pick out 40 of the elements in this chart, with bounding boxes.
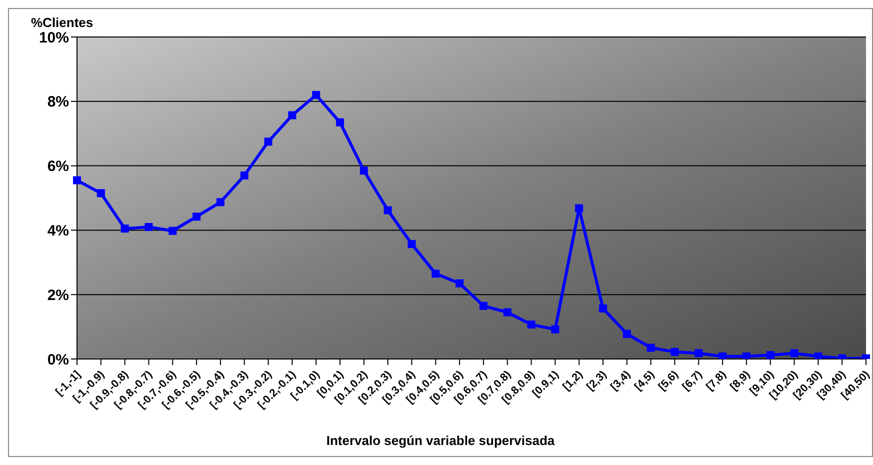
point <box>264 138 272 146</box>
point <box>240 171 248 180</box>
point <box>742 352 750 359</box>
point <box>144 222 153 231</box>
point <box>73 176 81 184</box>
point <box>192 212 201 221</box>
point <box>216 198 224 206</box>
point <box>479 302 488 310</box>
point <box>432 270 440 278</box>
point <box>168 226 177 235</box>
point <box>527 320 536 329</box>
y-tick-label: 8% <box>47 94 69 111</box>
x-axis-title: Intervalo según variable supervisada <box>325 433 556 448</box>
point <box>456 279 464 288</box>
point <box>718 352 727 359</box>
point <box>766 351 774 359</box>
point <box>120 224 129 233</box>
point <box>814 352 822 359</box>
point <box>670 348 679 356</box>
point <box>551 325 560 334</box>
point <box>790 349 798 358</box>
point <box>288 111 296 120</box>
point <box>575 204 584 212</box>
point <box>599 304 607 312</box>
point <box>312 90 320 99</box>
point <box>360 166 368 175</box>
point <box>408 240 416 248</box>
y-tick-label: 6% <box>47 158 69 176</box>
y-tick-label: 0% <box>47 351 69 368</box>
y-tick-label: 10% <box>38 29 69 46</box>
y-axis-title: %Clientes <box>31 15 94 30</box>
point <box>646 344 655 352</box>
y-tick-label: 2% <box>47 286 69 304</box>
point <box>503 308 512 316</box>
point <box>384 206 392 214</box>
point <box>694 349 703 358</box>
point <box>96 189 105 198</box>
point <box>336 118 344 126</box>
y-tick-label: 4% <box>47 222 69 240</box>
point <box>622 330 631 338</box>
